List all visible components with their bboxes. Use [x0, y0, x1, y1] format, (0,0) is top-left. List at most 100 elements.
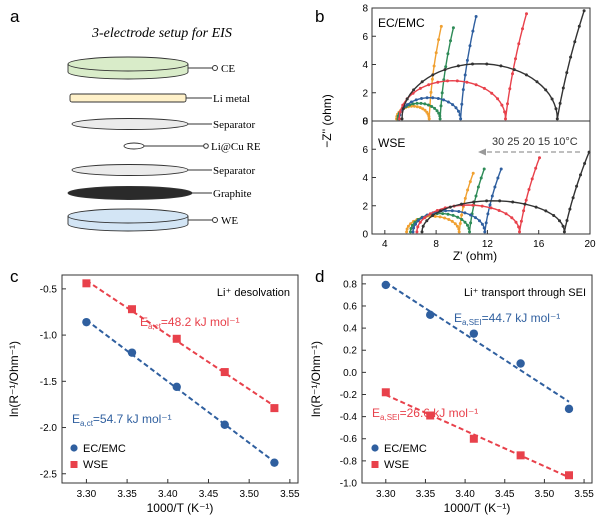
c-axes: 3.30 3.35 3.40 3.45 3.50 3.55 -2.5 -2.0 -1.5 -1.0…: [40, 284, 300, 500]
nyquist-point-25C: [446, 212, 450, 216]
c-annotation-ecemc: Ea,ct=54.7 kJ mol⁻¹: [72, 412, 172, 428]
nyquist-point-20C: [411, 230, 415, 234]
x-tick-label: 3.35: [416, 489, 436, 500]
data-point-EC/EMC: [516, 359, 525, 368]
fit-line-EC/EMC: [85, 319, 276, 463]
panel-letter-c: c: [10, 267, 19, 286]
nyquist-point-20C: [444, 209, 448, 213]
nyquist-point-25C: [426, 103, 430, 107]
x-tick-label: 8: [433, 239, 439, 250]
nyquist-point-20C: [471, 29, 475, 33]
nyquist-point-25C: [451, 213, 455, 217]
y-tick-label: 4: [362, 60, 368, 71]
nyquist-point-25C: [469, 221, 473, 225]
nyquist-point-10C: [425, 219, 429, 223]
nyquist-point-25C: [423, 102, 427, 106]
nyquist-point-30C: [405, 230, 409, 234]
nyquist-point-15C: [398, 110, 402, 114]
nyquist-point-15C: [503, 110, 507, 114]
nyquist-point-20C: [463, 211, 467, 215]
nyquist-point-15C: [416, 225, 420, 229]
x-tick-label: 3.30: [376, 489, 396, 500]
nyquist-point-30C: [457, 227, 461, 231]
nyquist-point-25C: [439, 104, 443, 108]
nyquist-point-15C: [418, 220, 422, 224]
nyquist-point-15C: [504, 212, 508, 216]
b-bottom-label: WSE: [378, 136, 405, 150]
nyquist-point-10C: [575, 184, 579, 188]
nyquist-point-10C: [456, 64, 460, 68]
data-point-EC/EMC: [82, 317, 91, 327]
y-tick-label: -0.2: [340, 390, 358, 401]
nyquist-point-25C: [435, 109, 439, 113]
nyquist-point-15C: [517, 225, 521, 229]
ce-disc-top: [67, 56, 189, 72]
nyquist-point-10C: [512, 68, 516, 72]
b-bottom-series: [405, 150, 591, 234]
nyquist-point-25C: [451, 26, 455, 30]
data-point-EC/EMC: [127, 348, 137, 357]
nyquist-point-20C: [478, 219, 481, 223]
nyquist-point-30C: [471, 171, 475, 175]
x-tick-label: 3.55: [574, 489, 594, 500]
nyquist-point-20C: [483, 230, 487, 234]
nyquist-point-10C: [583, 162, 587, 165]
d-legend-ecemc: EC/EMC: [384, 443, 427, 455]
nyquist-point-20C: [409, 100, 413, 104]
nyquist-point-20C: [420, 97, 423, 100]
nyquist-point-15C: [418, 86, 422, 90]
nyquist-point-20C: [436, 97, 440, 100]
nyquist-point-30C: [450, 219, 454, 223]
y-tick-label: -1.5: [40, 377, 58, 388]
nyquist-point-15C: [455, 79, 459, 83]
nyquist-point-15C: [482, 86, 486, 90]
nyquist-point-10C: [565, 71, 569, 75]
nyquist-point-10C: [485, 62, 489, 66]
y-tick-label: 2: [362, 201, 368, 212]
nyquist-point-25C: [409, 230, 412, 234]
data-point-EC/EMC: [564, 404, 574, 414]
nyquist-point-25C: [411, 102, 415, 106]
data-point-WSE: [220, 368, 229, 377]
nyquist-point-15C: [511, 72, 514, 76]
nyquist-point-30C: [427, 115, 431, 118]
y-tick-label: -2.0: [40, 423, 58, 434]
nyquist-point-30C: [453, 222, 457, 226]
nyquist-point-10C: [534, 205, 538, 209]
data-point-WSE: [82, 279, 91, 288]
data-point-WSE: [565, 471, 573, 480]
nyquist-point-20C: [442, 98, 446, 102]
nyquist-point-30C: [468, 180, 472, 184]
data-point-WSE: [172, 334, 181, 343]
nyquist-point-20C: [450, 209, 454, 213]
d-legend-marker-wse: [371, 461, 379, 468]
nyquist-point-30C: [438, 215, 442, 219]
panel-letter-a: a: [10, 7, 20, 26]
nyquist-point-25C: [466, 223, 469, 227]
nyquist-point-30C: [405, 227, 409, 231]
y-tick-label: -0.8: [340, 456, 358, 467]
nyquist-point-20C: [484, 221, 488, 225]
c-xlabel: 1000/T (K⁻¹): [147, 501, 214, 515]
x-tick-label: 3.30: [77, 489, 97, 500]
y-tick-label: -0.5: [40, 284, 58, 295]
c-legend: EC/EMC WSE: [70, 443, 126, 471]
panel-letter-d: d: [315, 267, 324, 286]
nyquist-point-30C: [412, 104, 416, 108]
nyquist-point-20C: [468, 44, 472, 48]
separator-2-disc: [71, 164, 189, 176]
nyquist-point-10C: [544, 88, 548, 92]
nyquist-point-10C: [412, 88, 416, 92]
nyquist-point-15C: [514, 220, 518, 224]
d-axes: 3.30 3.35 3.40 3.45 3.50 3.55 -1.0 -0.8 -0.6 -0.4…: [340, 279, 594, 500]
nyquist-point-20C: [474, 15, 478, 18]
nyquist-point-10C: [571, 196, 575, 200]
b-xlabel: Z' (ohm): [453, 249, 497, 263]
nyquist-point-20C: [461, 88, 465, 92]
we-disc-top: [67, 208, 189, 224]
nyquist-point-10C: [524, 73, 528, 77]
c-legend-marker-wse: [70, 461, 78, 468]
nyquist-point-10C: [573, 40, 577, 44]
nyquist-point-25C: [446, 52, 450, 56]
b-ylabel: −Z'' (ohm): [320, 94, 334, 148]
